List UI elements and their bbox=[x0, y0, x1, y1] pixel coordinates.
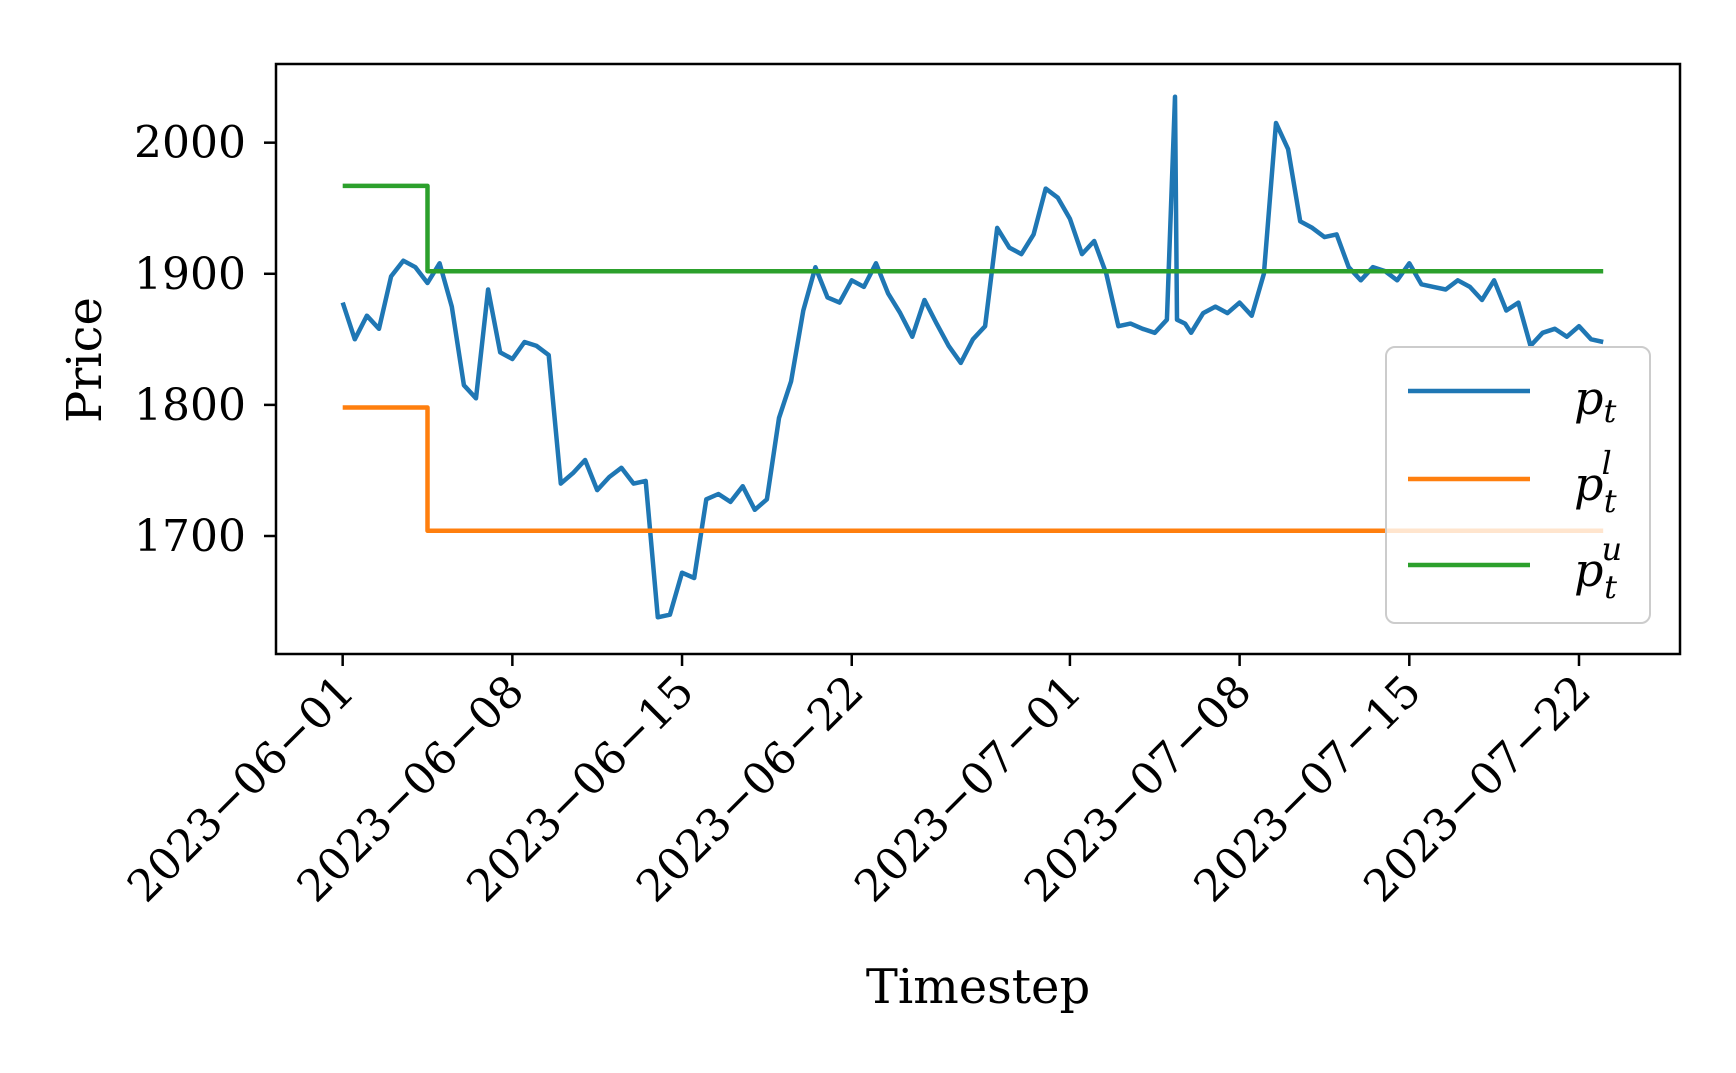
y-tick-label: 1900 bbox=[134, 249, 246, 300]
legend-box bbox=[1385, 346, 1651, 624]
y-axis: 1700 1800 1900 2000 bbox=[134, 118, 276, 562]
legend-label-pt-lower: pl t bbox=[1574, 444, 1617, 520]
series-line-0 bbox=[340, 94, 1604, 620]
plot-area-frame bbox=[274, 62, 1682, 656]
legend-label-pt-upper: pu t bbox=[1574, 530, 1622, 606]
y-tick-label: 2000 bbox=[134, 118, 246, 169]
legend: pt pl t pu t bbox=[1385, 346, 1651, 624]
series-layer bbox=[340, 94, 1604, 620]
series-line-2 bbox=[342, 183, 1604, 274]
y-axis-label: Price bbox=[57, 297, 113, 423]
y-tick-label: 1700 bbox=[134, 511, 246, 562]
x-axis-label: Timestep bbox=[866, 959, 1090, 1015]
series-line-1 bbox=[342, 405, 1604, 534]
y-tick-label: 1800 bbox=[134, 380, 246, 431]
